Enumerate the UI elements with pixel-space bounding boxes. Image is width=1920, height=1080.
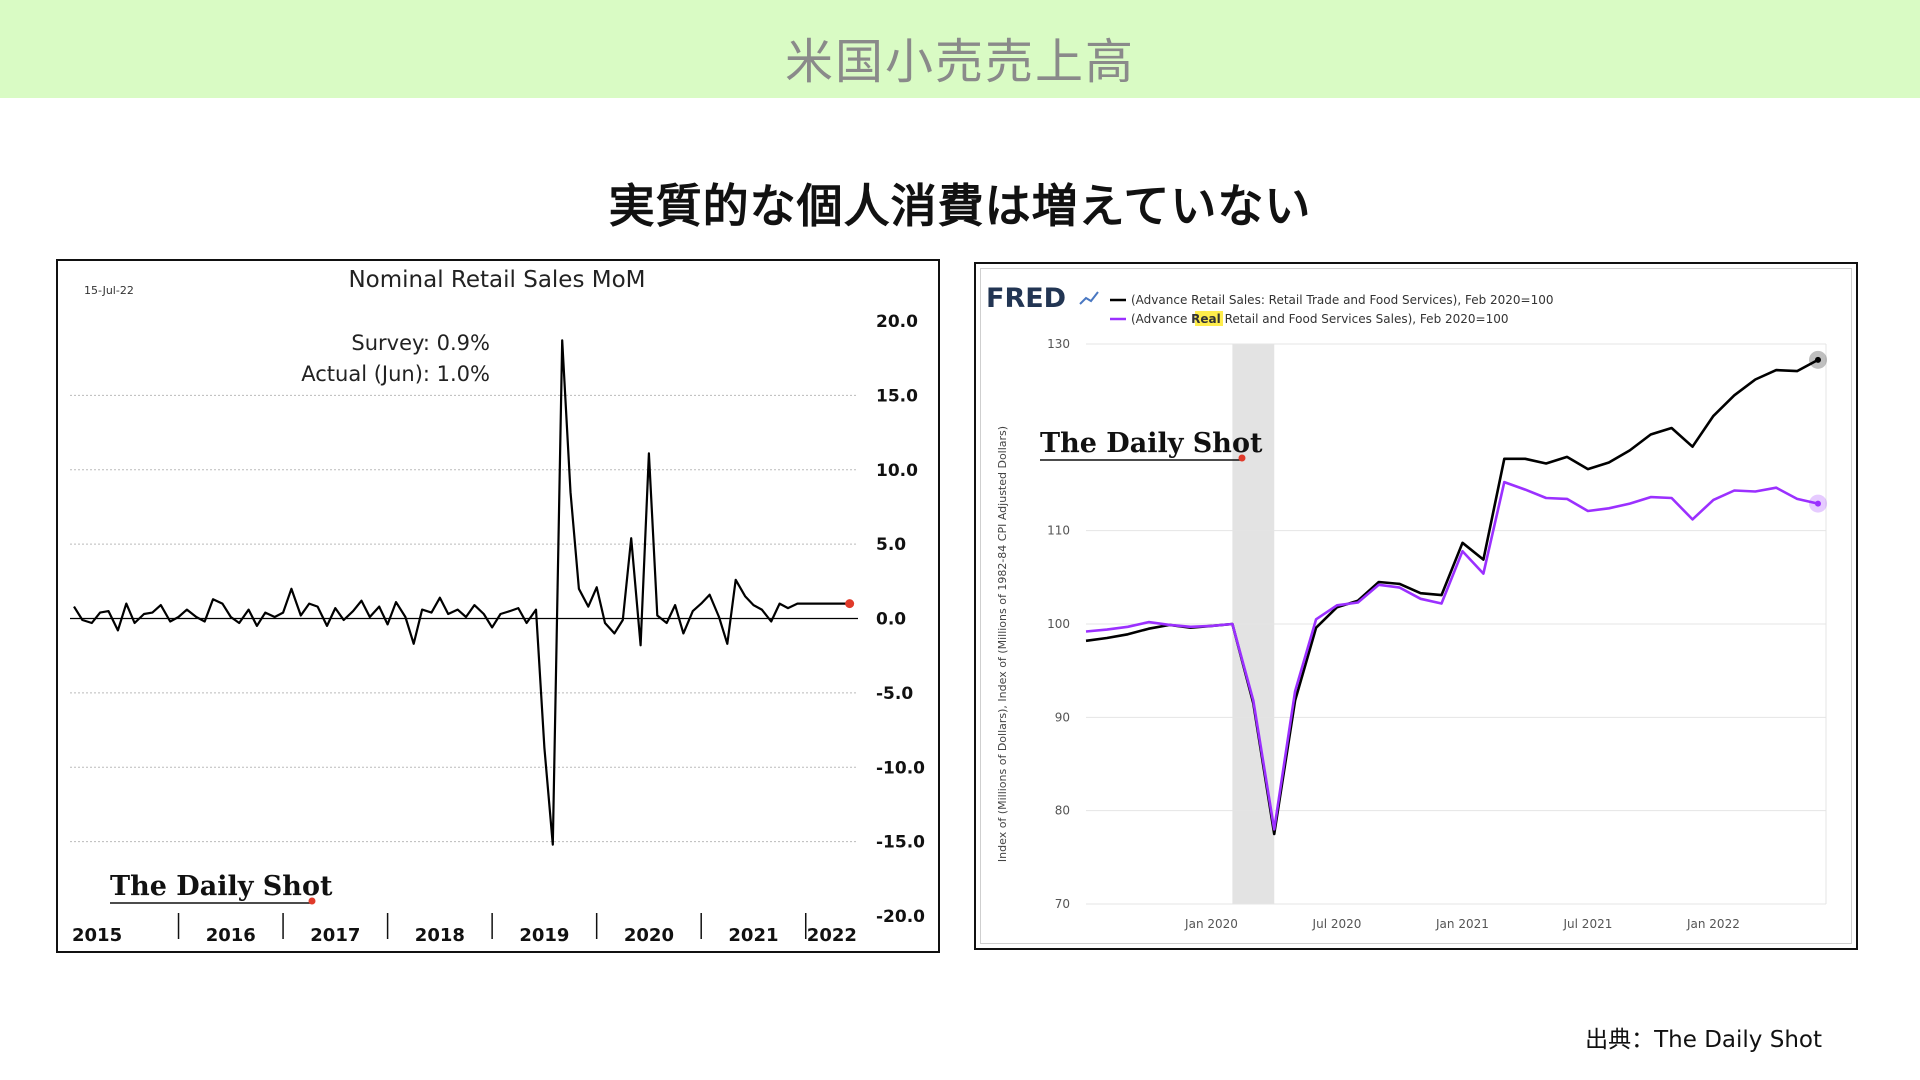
slide-headline: 実質的な個人消費は増えていない [608, 179, 1312, 233]
annotation-box [248, 325, 558, 389]
x-tick-label: 2017 [310, 925, 360, 946]
actual-annotation: Actual (Jun): 1.0% [301, 362, 490, 386]
x-tick-label: 2019 [519, 925, 569, 946]
daily-shot-logo: The Daily Shot [1040, 428, 1263, 459]
title-banner: 米国小売売上高 [0, 0, 1920, 98]
x-tick-label: Jan 2021 [1435, 917, 1489, 931]
y-tick-label: 110 [1047, 524, 1070, 538]
legend-real-label: (Advance Real Retail and Food Services S… [1131, 312, 1509, 326]
y-tick-label: 100 [1047, 617, 1070, 631]
x-tick-label: Jul 2021 [1563, 917, 1613, 931]
nominal-sales-series-end-marker [1815, 356, 1821, 363]
fred-logo: FRED [986, 283, 1066, 314]
y-tick-label: -5.0 [876, 684, 913, 704]
chart-title: Nominal Retail Sales MoM [348, 267, 645, 293]
survey-annotation: Survey: 0.9% [351, 331, 490, 355]
y-tick-label: 15.0 [876, 386, 918, 406]
x-tick-label: Jan 2022 [1686, 917, 1740, 931]
x-tick-label: 2018 [415, 925, 465, 946]
y-tick-label: 5.0 [876, 535, 906, 555]
y-tick-label: -20.0 [876, 907, 925, 927]
fred-chart-frame [980, 268, 1852, 944]
y-axis-label: Index of (Millions of Dollars), Index of… [996, 426, 1009, 862]
nominal-retail-sales-chart: 15-Jul-22 Nominal Retail Sales MoM 20.0 15.… [56, 259, 940, 953]
y-tick-label: 130 [1047, 337, 1070, 351]
logo-dot [308, 897, 316, 905]
fred-chart-svg: FRED (Advance Retail Sales: Retail Trade … [986, 283, 1827, 931]
x-tick-label: Jul 2020 [1312, 917, 1362, 931]
fred-retail-sales-chart: FRED (Advance Retail Sales: Retail Trade … [974, 262, 1858, 950]
x-tick-label: Jan 2020 [1184, 917, 1238, 931]
real-sales-series-end-marker [1815, 500, 1821, 507]
x-tick-label: 2016 [206, 925, 256, 946]
y-tick-label: 80 [1055, 804, 1070, 818]
latest-value-marker [845, 599, 855, 609]
x-tick-label: 2022 [807, 925, 857, 946]
y-tick-label: -15.0 [876, 833, 925, 853]
x-tick-label: 2021 [728, 925, 778, 946]
logo-dot [1238, 454, 1246, 462]
nominal-chart-svg: 15-Jul-22 Nominal Retail Sales MoM 20.0 15.… [70, 267, 925, 946]
x-tick-label: 2015 [72, 925, 122, 946]
y-tick-label: 10.0 [876, 461, 918, 481]
daily-shot-logo: The Daily Shot [110, 871, 333, 902]
legend-highlight-marker [1195, 311, 1223, 326]
y-tick-label: 90 [1055, 710, 1070, 724]
legend-real-highlight: Real [1191, 312, 1221, 326]
fred-graph-icon [1079, 291, 1099, 305]
real-sales-series [1085, 480, 1819, 831]
y-tick-label: 70 [1055, 897, 1070, 911]
nominal-mom-series [73, 339, 850, 846]
x-tick-label: 2020 [624, 925, 674, 946]
y-tick-label: 20.0 [876, 312, 918, 332]
legend-nominal-label: (Advance Retail Sales: Retail Trade and … [1131, 293, 1554, 307]
y-tick-label: 0.0 [876, 610, 906, 630]
slide-title: 米国小売売上高 [784, 34, 1135, 90]
y-tick-label: -10.0 [876, 758, 925, 778]
source-credit: 出典：The Daily Shot [1585, 1027, 1822, 1053]
date-stamp: 15-Jul-22 [84, 284, 134, 297]
